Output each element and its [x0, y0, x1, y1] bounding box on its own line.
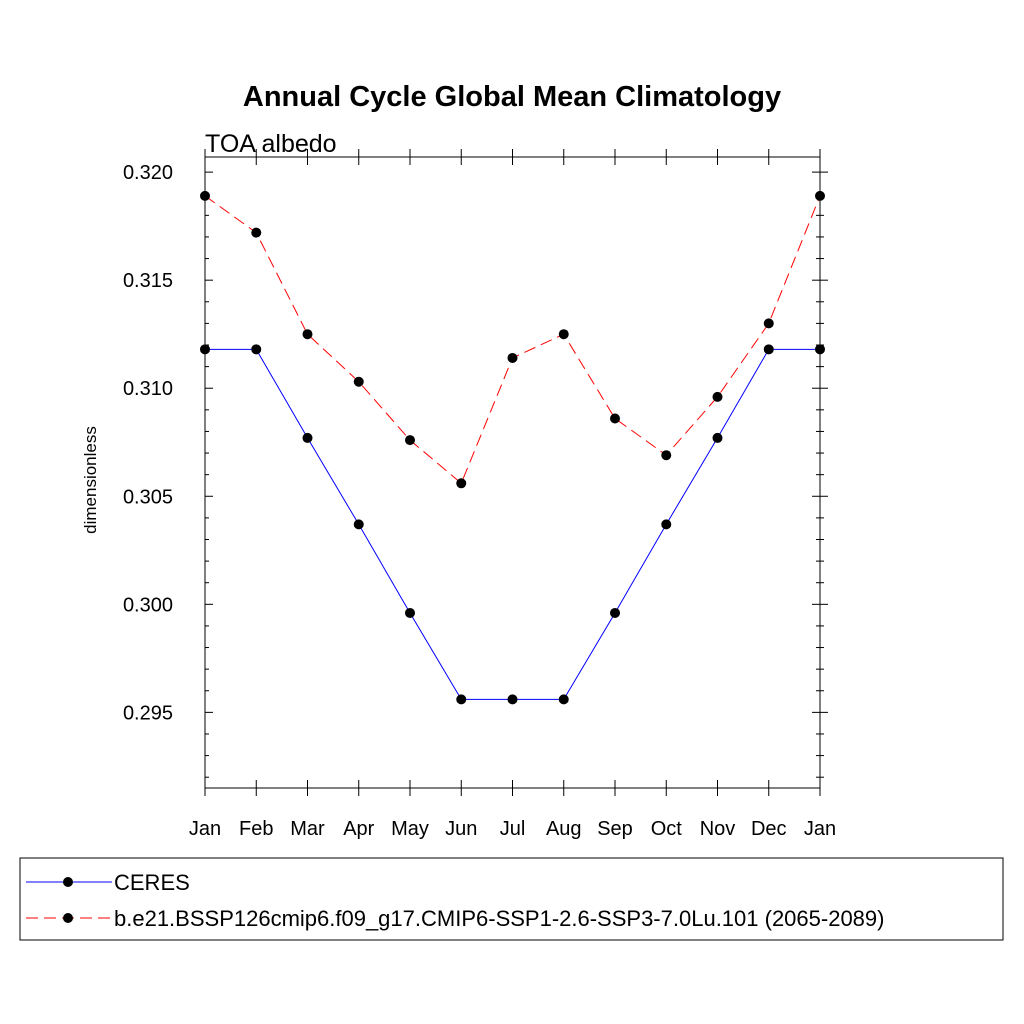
series-1-point	[610, 607, 620, 618]
x-tick-label: May	[391, 818, 429, 840]
legend: CERES b.e21.BSSP126cmip6.f09_g17.CMIP6-SS…	[19, 857, 1004, 941]
series-2-point	[558, 329, 569, 340]
x-tick-label: Aug	[546, 818, 582, 840]
series-2-point	[353, 376, 364, 387]
series-1-point	[815, 344, 825, 355]
series-line-2	[204, 195, 821, 485]
series-2-point	[405, 435, 415, 446]
series-1-point	[661, 519, 672, 530]
axis-tick-labels: Jan Feb Mar Apr May Jun Jul Aug Sep Oct Nov Dec Jan 0…	[123, 162, 836, 840]
chart-title: Annual Cycle Global Mean Climatology	[243, 81, 781, 113]
x-tick-label: Dec	[751, 818, 787, 840]
y-tick-label: 0.305	[123, 486, 173, 508]
series-2-point	[302, 329, 313, 340]
series-1-point	[302, 432, 313, 443]
x-tick-label: Jan	[189, 818, 221, 840]
series-2-point	[610, 413, 620, 424]
legend-box	[19, 857, 1004, 941]
x-tick-label: Feb	[239, 818, 273, 840]
series-1-point	[353, 519, 364, 530]
series-2-point	[712, 391, 723, 402]
y-tick-label: 0.320	[123, 162, 173, 184]
series-1-point	[712, 432, 723, 443]
y-tick-label: 0.295	[123, 702, 173, 724]
series-1-point	[405, 607, 415, 618]
x-tick-label: Jun	[445, 818, 477, 840]
x-tick-label: Jul	[500, 818, 526, 840]
x-tick-label: Sep	[597, 818, 633, 840]
series-2-point	[661, 450, 672, 461]
series-2-point	[251, 227, 262, 238]
x-tick-label: Oct	[651, 818, 683, 840]
series-1-point	[763, 344, 774, 355]
x-tick-label: Nov	[700, 818, 736, 840]
series-2-point	[456, 478, 467, 489]
series-1-point	[251, 344, 262, 355]
series-2-point	[815, 190, 825, 201]
series-1-point	[507, 694, 518, 705]
chart-subtitle: TOA albedo	[205, 130, 337, 158]
x-tick-label: Jan	[804, 818, 836, 840]
series-1-point	[200, 344, 210, 355]
series-2-point	[763, 318, 774, 329]
legend-label-2: b.e21.BSSP126cmip6.f09_g17.CMIP6-SSP1-2.…	[114, 906, 884, 931]
legend-label-1: CERES	[114, 870, 190, 895]
series-2-point	[200, 190, 210, 201]
series-lines	[204, 195, 821, 700]
x-tick-label: Apr	[343, 818, 374, 840]
series-1-point	[456, 694, 467, 705]
y-axis-label: dimensionless	[81, 426, 100, 534]
legend-marker-2	[63, 913, 73, 923]
x-tick-label: Mar	[290, 818, 325, 840]
y-tick-label: 0.315	[123, 270, 173, 292]
series-markers	[200, 190, 825, 705]
series-line-1	[205, 348, 820, 700]
legend-marker-1	[63, 877, 73, 887]
y-tick-label: 0.300	[123, 594, 173, 616]
plot-frame	[204, 156, 821, 789]
y-tick-label: 0.310	[123, 378, 173, 400]
series-1-point	[558, 694, 569, 705]
series-2-point	[507, 352, 518, 363]
